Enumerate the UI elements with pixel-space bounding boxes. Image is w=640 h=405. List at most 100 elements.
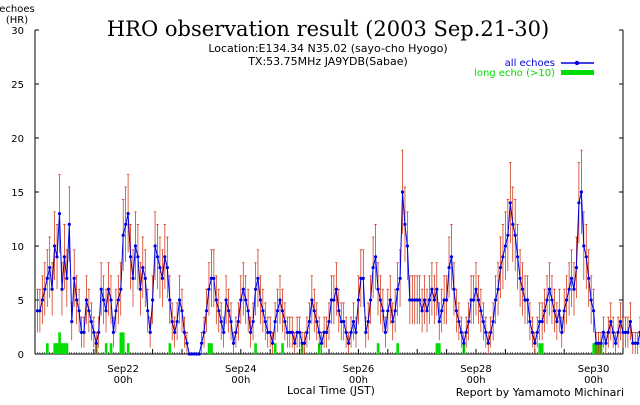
data-point xyxy=(281,309,284,312)
data-point xyxy=(555,320,558,323)
data-point xyxy=(215,298,218,301)
data-point xyxy=(357,298,360,301)
data-point xyxy=(435,288,438,291)
data-point xyxy=(386,309,389,312)
data-point xyxy=(626,331,629,334)
data-point xyxy=(629,320,632,323)
long-echo-bar xyxy=(539,343,542,354)
data-point xyxy=(117,298,120,301)
data-point xyxy=(58,212,61,215)
data-point xyxy=(173,331,176,334)
data-point xyxy=(575,266,578,269)
data-point xyxy=(399,277,402,280)
long-echo-bar xyxy=(46,343,49,354)
data-point xyxy=(315,320,318,323)
long-echo-bar xyxy=(274,343,277,354)
data-point xyxy=(122,234,125,237)
data-point xyxy=(433,298,436,301)
y-tick-label: 10 xyxy=(11,242,24,253)
data-point xyxy=(511,223,514,226)
legend: all echoes long echo (>10) xyxy=(474,58,594,79)
data-point xyxy=(176,320,179,323)
data-point xyxy=(448,266,451,269)
data-point xyxy=(425,309,428,312)
data-point xyxy=(144,277,147,280)
data-point xyxy=(232,342,235,345)
long-echo-bar xyxy=(110,343,113,354)
data-point xyxy=(401,190,404,193)
data-point xyxy=(151,298,154,301)
long-echo-bar xyxy=(63,343,66,354)
data-point xyxy=(104,309,107,312)
data-point xyxy=(553,309,556,312)
data-point xyxy=(494,298,497,301)
data-point xyxy=(234,331,237,334)
data-point xyxy=(75,298,78,301)
x-tick-label-date: Sep28 xyxy=(460,364,492,375)
data-point xyxy=(298,331,301,334)
data-point xyxy=(202,331,205,334)
data-point xyxy=(484,331,487,334)
data-point xyxy=(438,320,441,323)
data-point xyxy=(178,298,181,301)
data-point xyxy=(53,244,56,247)
data-point xyxy=(310,298,313,301)
long-echo-bar xyxy=(592,343,595,354)
data-point xyxy=(276,309,279,312)
x-tick-label-hour: 00h xyxy=(231,375,250,386)
data-point xyxy=(114,309,117,312)
data-point xyxy=(303,342,306,345)
data-point xyxy=(558,309,561,312)
data-point xyxy=(46,277,49,280)
data-point xyxy=(406,244,409,247)
long-echo-bar xyxy=(127,343,130,354)
data-point xyxy=(261,309,264,312)
data-point xyxy=(154,244,157,247)
y-tick-label: 25 xyxy=(11,80,24,91)
long-echo-bar xyxy=(377,343,380,354)
data-point xyxy=(70,320,73,323)
data-point xyxy=(474,288,477,291)
data-point xyxy=(38,309,41,312)
data-point xyxy=(87,309,90,312)
legend-marker-all-echoes xyxy=(575,61,579,65)
y-tick-label: 0 xyxy=(18,350,24,361)
long-echo-bar xyxy=(281,343,284,354)
data-point xyxy=(509,201,512,204)
data-point xyxy=(585,255,588,258)
x-tick-label-date: Sep30 xyxy=(578,364,610,375)
data-point xyxy=(102,298,105,301)
y-tick-label: 20 xyxy=(11,134,24,145)
data-point xyxy=(582,244,585,247)
data-point xyxy=(602,331,605,334)
data-point xyxy=(501,255,504,258)
data-point xyxy=(254,288,257,291)
data-point xyxy=(293,342,296,345)
long-echo-bar xyxy=(169,343,172,354)
data-point xyxy=(63,255,66,258)
data-point xyxy=(599,342,602,345)
data-point xyxy=(112,331,115,334)
x-tick-label-hour: 00h xyxy=(114,375,133,386)
data-point xyxy=(229,320,232,323)
data-point xyxy=(131,277,134,280)
data-point xyxy=(617,331,620,334)
data-point xyxy=(222,331,225,334)
x-tick-label-hour: 00h xyxy=(349,375,368,386)
data-point xyxy=(492,320,495,323)
data-point xyxy=(78,309,81,312)
data-point xyxy=(60,288,63,291)
data-point xyxy=(259,298,262,301)
data-point xyxy=(487,342,490,345)
data-point xyxy=(163,255,166,258)
data-point xyxy=(614,342,617,345)
data-point xyxy=(237,320,240,323)
data-point xyxy=(65,277,68,280)
data-point xyxy=(119,288,122,291)
legend-swatch-long-echo xyxy=(561,70,594,75)
data-point xyxy=(376,288,379,291)
data-point xyxy=(592,309,595,312)
data-point xyxy=(423,298,426,301)
data-point xyxy=(565,298,568,301)
data-point xyxy=(457,320,460,323)
